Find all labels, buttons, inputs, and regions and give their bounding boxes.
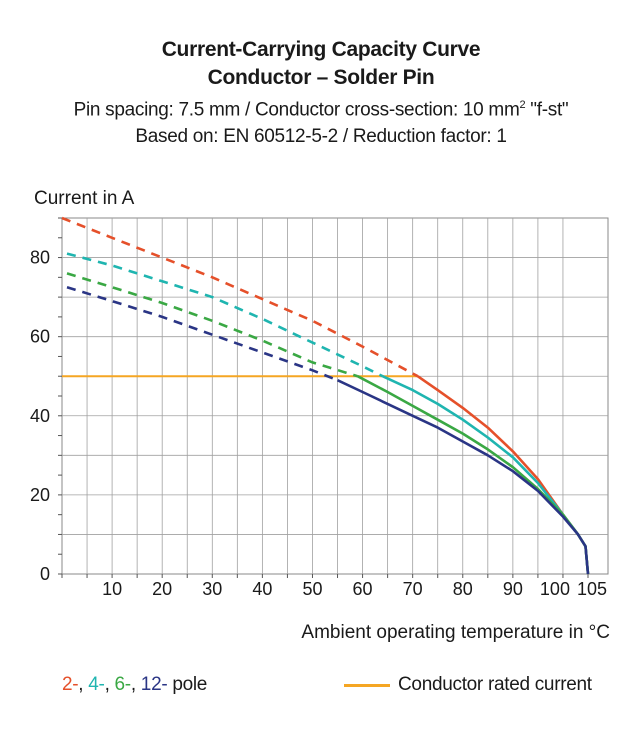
subtitle-suffix: "f-st"	[525, 99, 569, 121]
legend-rated-label: Conductor rated current	[398, 674, 592, 695]
chart-subtitle-line2: Based on: EN 60512-5-2 / Reduction facto…	[135, 126, 507, 148]
legend-pole-suffix: pole	[167, 674, 208, 695]
chart-title-line2: Conductor – Solder Pin	[207, 66, 435, 89]
subtitle-superscript: 2	[519, 99, 526, 111]
y-tick-label: 80	[30, 248, 50, 268]
legend-poles: 2-, 4-, 6-, 12- pole	[62, 674, 207, 696]
y-tick-label: 0	[40, 564, 50, 584]
legend-rated-swatch	[344, 683, 390, 687]
subtitle-text: Pin spacing: 7.5 mm / Conductor cross-se…	[73, 99, 520, 121]
y-tick-label: 60	[30, 327, 50, 347]
x-tick-label: 30	[202, 579, 222, 599]
title-block: Current-Carrying Capacity Curve Conducto…	[0, 36, 642, 150]
x-axis-label: Ambient operating temperature in °C	[301, 622, 610, 643]
y-tick-label: 20	[30, 485, 50, 505]
legend-sep: ,	[104, 674, 110, 695]
chart-subtitle-line1: Pin spacing: 7.5 mm / Conductor cross-se…	[0, 92, 642, 123]
x-tick-label: 10	[102, 579, 122, 599]
series-pole_4-dashed	[66, 252, 384, 378]
x-tick-label: 100	[540, 579, 570, 599]
series-pole_12-dashed	[66, 285, 338, 382]
x-tick-label: 90	[503, 579, 523, 599]
y-tick-label: 40	[30, 406, 50, 426]
x-tick-label: 50	[302, 579, 322, 599]
plot-frame	[61, 217, 609, 575]
series-pole_12-solid	[336, 379, 590, 575]
x-tick-label: 70	[403, 579, 423, 599]
x-tick-label: 60	[353, 579, 373, 599]
series-group	[61, 216, 590, 575]
y-axis-label: Current in A	[34, 188, 135, 209]
legend-4-pole: 4-	[88, 674, 105, 695]
legend-sep: ,	[78, 674, 84, 695]
legend-2-pole: 2-	[62, 674, 79, 695]
x-tick-label: 80	[453, 579, 473, 599]
tick-labels: 10 20 30 40 50 60 70 80 90 100 105 0 20 40 60 80	[30, 248, 607, 599]
legend-12-pole: 12-	[140, 674, 168, 695]
x-tick-label: 20	[152, 579, 172, 599]
grid	[58, 217, 609, 578]
series-pole_6-dashed	[66, 272, 358, 378]
legend-rated: Conductor rated current	[344, 674, 592, 696]
x-tick-label: 40	[252, 579, 272, 599]
legend-sep: ,	[130, 674, 136, 695]
x-tick-label: 105	[577, 579, 607, 599]
legend-6-pole: 6-	[114, 674, 132, 695]
chart-title: Current-Carrying Capacity Curve	[161, 38, 481, 61]
